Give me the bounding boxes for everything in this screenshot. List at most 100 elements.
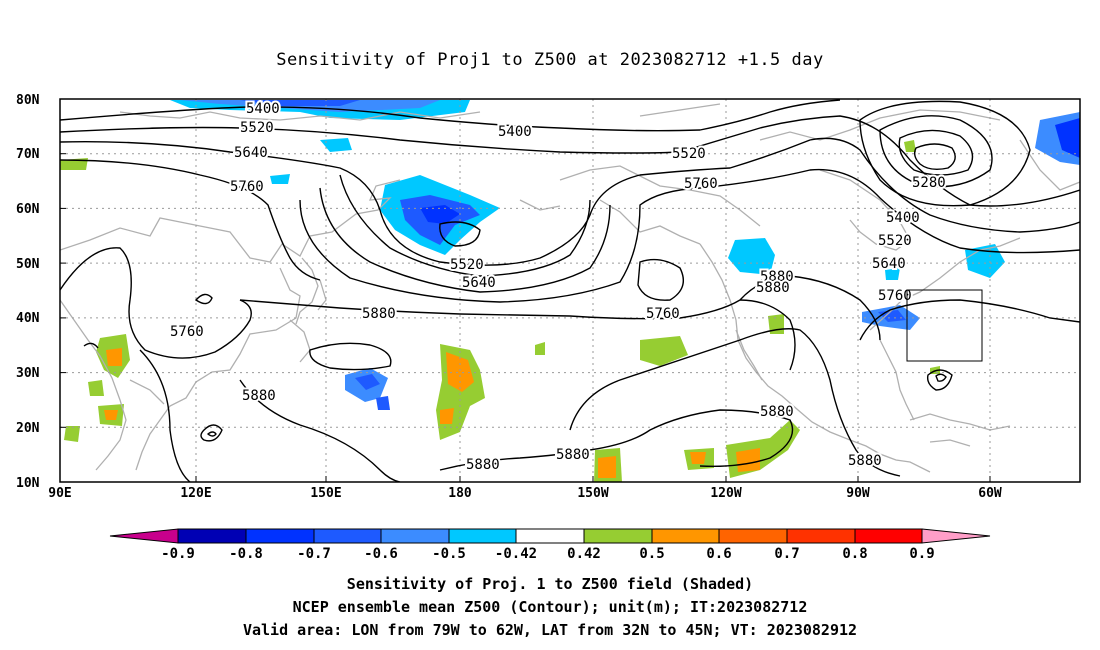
coast-arctic [119,103,721,121]
contour-5640-top [60,137,1080,266]
contour-label: 5880 [556,447,590,463]
lat-label: 50N [16,257,40,272]
colorbar-label: -0.7 [297,546,331,562]
colorbar-segment [583,528,653,544]
contour-label: 5640 [872,256,906,272]
contour-atl-ring2 [935,373,947,382]
shade-pos-pac-core [446,352,474,392]
z500-contours [60,99,1080,482]
contour-label: 5520 [672,146,706,162]
lat-label: 40N [16,311,40,326]
lon-label: 90W [846,486,870,501]
shade-pos-india-core [106,348,122,366]
shade-pos-arctic-left [60,158,88,170]
contour-label: 5640 [462,275,496,291]
lon-label: 120W [710,486,741,501]
contour-label: 5760 [684,176,718,192]
contour-small-4 [83,342,99,349]
shade-pos-greenland [904,140,916,152]
colorbar-segment [515,528,585,544]
contour-low-inner1 [898,129,974,176]
shade-neg-small-3 [885,268,900,280]
contour-label: 5880 [760,404,794,420]
contour-5520-low [339,174,591,277]
shade-neg-small-1 [320,138,352,152]
contour-5760-ring [637,258,684,301]
contour-5400-top [60,99,841,132]
colorbar-label: 0.5 [639,546,664,562]
shade-pos-india-4 [64,426,80,442]
contour-label: 5760 [646,306,680,322]
contour-small-2 [200,424,223,442]
shade-pos-india-2 [88,380,104,396]
contour-label: 5760 [878,288,912,304]
contour-label: 5880 [242,388,276,404]
lon-label: 60W [978,486,1002,501]
colorbar-segment [380,528,450,544]
shade-pos-tropic-2c [690,452,706,464]
contour-5880-pac-ring [309,342,392,371]
shade-pos-tropic-3c [736,448,760,472]
contour-label: 5520 [878,233,912,249]
coastlines [60,103,1080,473]
colorbar-label: -0.6 [364,546,398,562]
shade-neg-arctic-deep [240,100,360,106]
colorbar-segment [854,528,923,544]
contour-5760-low [299,168,1080,303]
caption-line-1: Sensitivity of Proj. 1 to Z500 field (Sh… [346,575,754,593]
coast-japan [295,257,319,325]
latitude-labels: 80N 70N 60N 50N 40N 30N 20N 10N [16,93,40,491]
contour-label: 5760 [170,324,204,340]
shade-pos-pac-small [535,342,545,355]
lat-label: 80N [16,93,40,108]
coast-na-west [699,243,931,473]
colorbar-label: -0.5 [432,546,466,562]
contour-5880-south [139,349,191,482]
contour-5760-top [60,159,321,281]
contour-label: 5400 [246,101,280,117]
colorbar-low-triangle [109,528,179,544]
shade-pos-tropic-3 [726,420,800,478]
contour-5400-right [859,100,1031,207]
shade-neg-greenland-core [1055,118,1080,158]
contour-label: 5760 [230,179,264,195]
colorbar-segment [718,528,788,544]
colorbar-label: -0.42 [495,546,537,562]
shade-pos-ne-pac [640,336,688,366]
colorbar-label: -0.8 [229,546,263,562]
coast-asia [60,179,401,471]
colorbar-label: -0.9 [161,546,195,562]
lat-label: 30N [16,366,40,381]
lat-label: 20N [16,421,40,436]
colorbar-segment [448,528,517,544]
contour-atl-ring [926,369,953,391]
colorbar-segment [245,528,315,544]
coast-caribbean [909,413,1011,447]
contour-small-1 [194,293,213,305]
contour-5880-bottom [439,409,794,471]
contour-5880-na [739,299,1080,371]
caption-line-2: NCEP ensemble mean Z500 (Contour); unit(… [292,598,808,616]
contour-label: 5880 [760,269,794,285]
colorbar-label: 0.7 [774,546,799,562]
axis-ticks [60,98,991,482]
shade-pos-india-3c [104,410,118,420]
sensitivity-shading [60,100,1080,482]
colorbar-segment [651,528,720,544]
contour-5880-west [60,247,252,359]
contour-label: 5400 [498,124,532,140]
caption-line-3: Valid area: LON from 79W to 62W, LAT fro… [242,621,858,639]
shade-neg-wpac-2 [376,396,390,410]
contour-label: 5880 [756,280,790,296]
lon-label: 150W [577,486,608,501]
contour-5520-ring [439,221,481,247]
colorbar-label: 0.42 [567,546,601,562]
colorbar-label: 0.9 [909,546,934,562]
contour-label: 5880 [848,453,882,469]
contour-5640-low [319,187,611,293]
colorbar-segment [313,528,382,544]
lat-label: 60N [16,202,40,217]
contour-label: 5880 [466,457,500,473]
shade-neg-small-2 [270,174,290,184]
lat-label: 70N [16,147,40,162]
